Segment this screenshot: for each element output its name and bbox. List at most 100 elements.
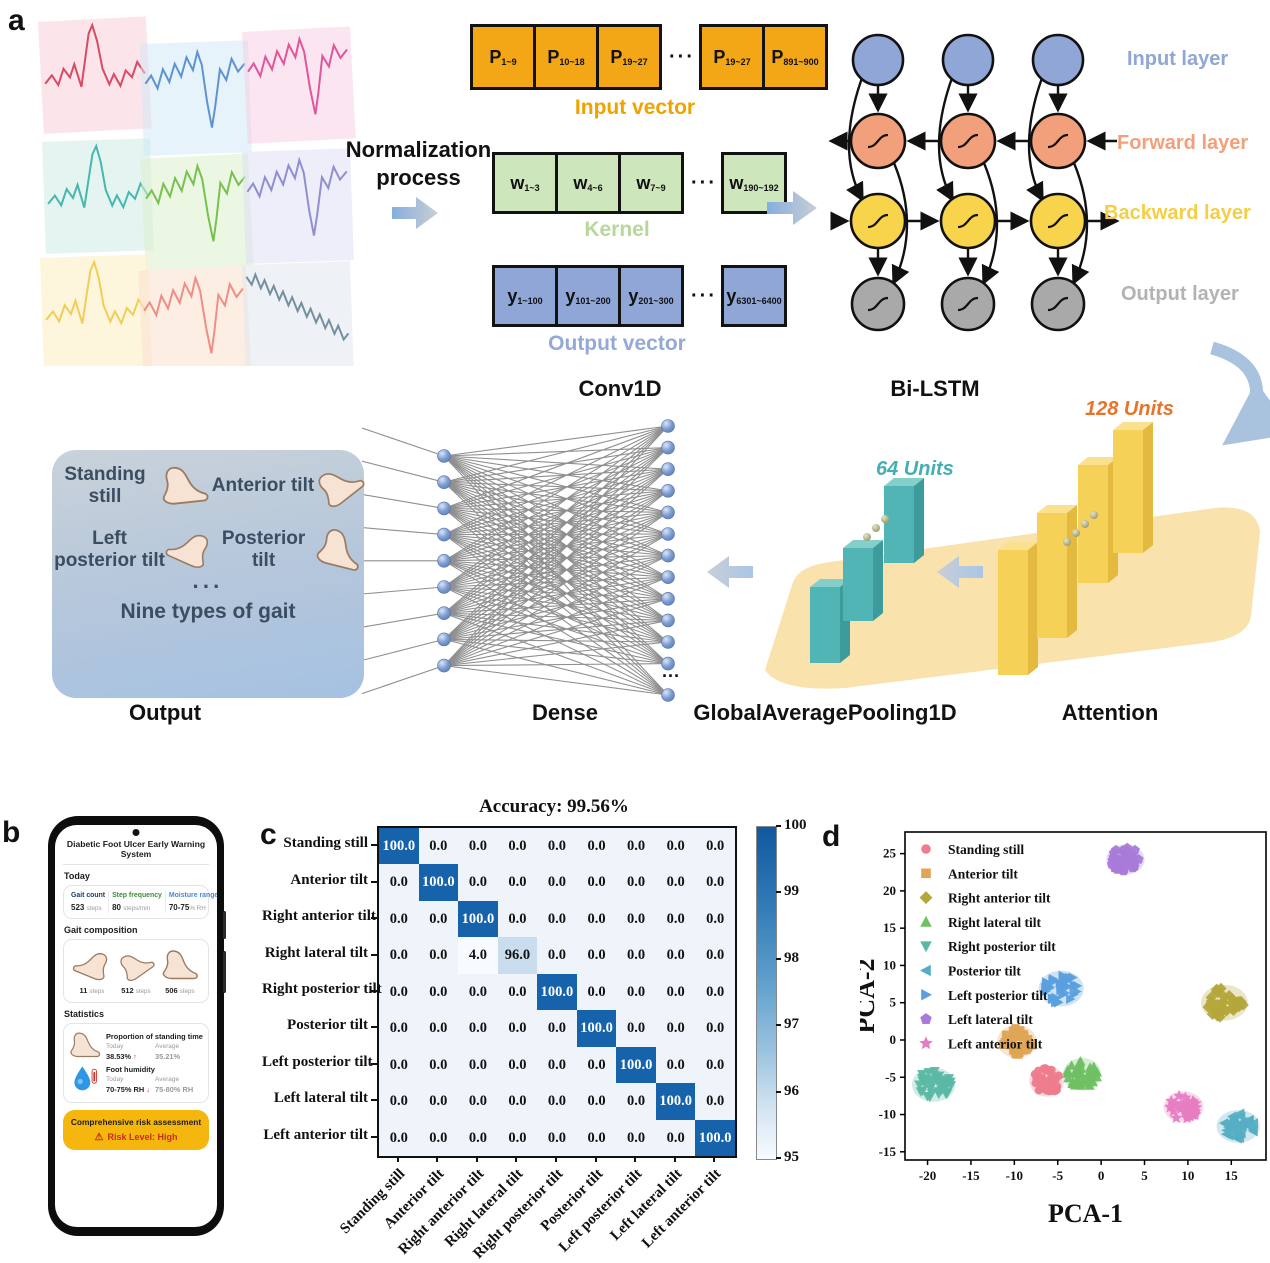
colorbar <box>756 826 777 1160</box>
matrix-cell: 0.0 <box>508 1056 527 1073</box>
attention-platform <box>707 422 1260 689</box>
svg-text:-15: -15 <box>962 1168 980 1183</box>
matrix-cell: 0.0 <box>547 838 567 854</box>
matrix-cell: 0.0 <box>587 910 606 927</box>
gait-steps-value: 506 <box>165 986 178 995</box>
dense-node <box>437 632 451 647</box>
arrow-normalization <box>392 197 438 229</box>
matrix-cell: 0.0 <box>429 947 448 964</box>
matrix-cell: 0.0 <box>587 947 606 964</box>
gait-ellipsis: ··· <box>192 574 224 599</box>
matrix-cell: 0.0 <box>627 983 646 1000</box>
gait-count-value: 523 <box>71 903 85 912</box>
matrix-cell: 0.0 <box>706 1093 725 1110</box>
y-axis-label: PCA-2 <box>860 958 880 1033</box>
matrix-cell: 0.0 <box>468 1056 487 1073</box>
gait-type-label: Anterior tilt <box>211 475 315 497</box>
vector-cell: y 6301~6400 <box>720 265 787 327</box>
matrix-cell: 0.0 <box>706 1020 725 1037</box>
matrix-cell: 0.0 <box>547 1056 567 1073</box>
matrix-row-label: Anterior tilt <box>290 871 368 888</box>
matrix-cell: 100.0 <box>616 1046 656 1084</box>
matrix-cell: 0.0 <box>587 1093 606 1110</box>
moisture-range-value: 70-75 <box>168 903 190 912</box>
legend-label: Right lateral tilt <box>948 915 1041 930</box>
output-vector-row: y 1~100 y 101~200 y 201~300 ··· y 6301~6400 <box>492 265 787 327</box>
up-arrow-icon: ↑ <box>133 1051 137 1061</box>
cluster-triangle-left <box>1216 1108 1260 1144</box>
panel-letter-a: a <box>8 4 25 37</box>
humidity-avg-value: 75-80% RH <box>155 1084 194 1094</box>
phone-camera <box>132 829 140 836</box>
matrix-cell: 0.0 <box>429 1056 448 1073</box>
humidity-today-value: 70-75% RH <box>106 1084 145 1094</box>
matrix-cell: 0.0 <box>389 1056 408 1073</box>
matrix-cell: 0.0 <box>429 1020 448 1037</box>
output-vector-label: Output vector <box>548 332 686 355</box>
dense-node <box>437 527 451 542</box>
vector-cell: w 7~9 <box>618 152 684 214</box>
gait-steps-value: 512 <box>121 986 134 995</box>
dense-node <box>661 419 675 433</box>
legend-label: Standing still <box>948 842 1024 857</box>
svg-text:25: 25 <box>883 846 897 861</box>
bilstm-label: Bi-LSTM <box>890 376 980 401</box>
foot-humidity-title: Foot humidity <box>106 1064 155 1074</box>
matrix-cell: 0.0 <box>468 1093 487 1110</box>
colorbar-tick: 99 <box>784 883 799 900</box>
matrix-cell: 0.0 <box>508 1129 527 1146</box>
ellipsis-dots: ··· <box>691 284 717 307</box>
kernel-label: Kernel <box>584 218 650 241</box>
confusion-matrix-grid: 100.0 0.0 0.0 0.0 0.0 0.0 0.0 0.0 0.0 0.0 100.0 0.0… <box>377 826 737 1158</box>
today-card: Gait count 523 steps Step frequency 80 s… <box>63 885 217 919</box>
colorbar-tick: 95 <box>784 1149 799 1165</box>
gait-type-label: Standing still <box>64 464 146 507</box>
dense-node <box>661 548 675 563</box>
matrix-cell: 0.0 <box>547 1129 567 1146</box>
matrix-cell: 0.0 <box>706 910 725 927</box>
foot-icon <box>162 950 198 980</box>
matrix-cell: 0.0 <box>389 910 408 927</box>
svg-text:-5: -5 <box>1052 1168 1063 1183</box>
dense-node <box>661 462 675 477</box>
arrow-pooling-to-dense <box>707 556 753 588</box>
today-label: Today <box>106 1042 124 1050</box>
matrix-cell: 100.0 <box>379 828 419 865</box>
step-frequency-value: 80 <box>112 903 121 912</box>
risk-title: Comprehensive risk assessment <box>70 1117 202 1127</box>
matrix-cell: 0.0 <box>429 983 448 1000</box>
svg-text:0: 0 <box>890 1032 897 1047</box>
matrix-cell: 0.0 <box>666 874 685 891</box>
matrix-cell: 0.0 <box>429 910 448 927</box>
arrow-to-bilstm <box>767 191 817 225</box>
matrix-cell: 0.0 <box>389 947 408 964</box>
standing-time-title: Proportion of standing time <box>106 1031 203 1041</box>
matrix-cell: 100.0 <box>576 1010 617 1047</box>
dense-node <box>661 440 675 455</box>
moisture-range-label: Moisture range <box>168 892 217 899</box>
legend-label: Left lateral tilt <box>948 1012 1033 1027</box>
warning-icon: ⚠ <box>94 1132 104 1143</box>
vector-cell: w 1~3 <box>492 152 558 214</box>
nine-types-caption: Nine types of gait <box>120 600 296 623</box>
dense-network: ··· <box>362 419 680 702</box>
matrix-row-label: Left anterior tilt <box>263 1126 368 1143</box>
output-label: Output <box>128 700 202 725</box>
matrix-cell: 0.0 <box>587 838 606 854</box>
matrix-row-label: Posterior tilt <box>287 1017 368 1034</box>
matrix-cell: 0.0 <box>587 1129 606 1146</box>
matrix-cell: 0.0 <box>508 874 527 891</box>
matrix-cell: 100.0 <box>655 1083 696 1120</box>
matrix-cell: 0.0 <box>508 838 527 854</box>
matrix-cell: 0.0 <box>706 983 725 1000</box>
dense-node <box>437 501 451 516</box>
matrix-cell: 100.0 <box>695 1119 735 1156</box>
legend-label: Posterior tilt <box>948 964 1021 979</box>
vector-cell: y 101~200 <box>555 265 621 327</box>
panel-letter-c: c <box>260 818 277 851</box>
svg-text:0: 0 <box>1098 1168 1105 1183</box>
vector-cell: y 201~300 <box>618 265 684 327</box>
foot-icon <box>159 463 209 506</box>
matrix-cell: 0.0 <box>666 1020 685 1037</box>
matrix-cell: 0.0 <box>547 1020 567 1037</box>
